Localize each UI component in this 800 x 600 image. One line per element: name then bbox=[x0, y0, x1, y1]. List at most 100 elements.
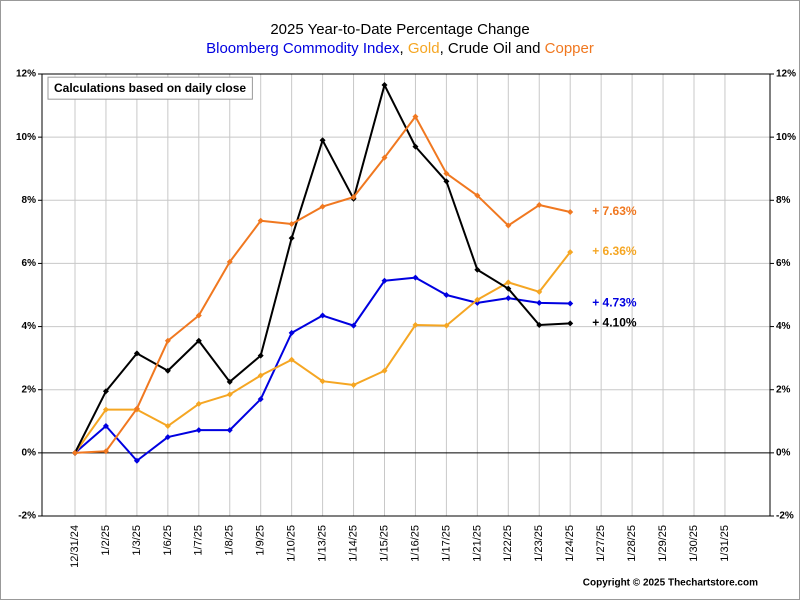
x-tick-label: 1/23/25 bbox=[533, 525, 545, 562]
x-tick-label: 1/14/25 bbox=[347, 525, 359, 562]
series-marker bbox=[567, 320, 574, 327]
x-tick-label: 1/6/25 bbox=[162, 525, 174, 556]
data-label: + 7.63% bbox=[592, 204, 637, 218]
data-label: + 4.10% bbox=[592, 316, 637, 330]
series-marker bbox=[536, 321, 543, 328]
series-marker bbox=[164, 337, 171, 344]
y-tick-label: 2% bbox=[22, 384, 37, 395]
legend-entry: Copper bbox=[545, 40, 594, 57]
series-marker bbox=[443, 178, 450, 185]
x-tick-label: 1/21/25 bbox=[471, 525, 483, 562]
series-marker bbox=[102, 448, 109, 455]
x-tick-label: 1/31/25 bbox=[719, 525, 731, 562]
series-marker bbox=[505, 222, 512, 229]
x-tick-label: 1/8/25 bbox=[224, 525, 236, 556]
series-marker bbox=[257, 352, 264, 359]
chart-title: 2025 Year-to-Date Percentage Change bbox=[270, 21, 529, 38]
series-marker bbox=[164, 423, 171, 430]
series-marker bbox=[381, 367, 388, 374]
series-marker bbox=[350, 381, 357, 388]
y2-tick-label: 0% bbox=[776, 447, 791, 458]
y-tick-label: 8% bbox=[22, 195, 37, 206]
series-marker bbox=[505, 285, 512, 292]
x-tick-label: 1/10/25 bbox=[286, 525, 298, 562]
series-marker bbox=[164, 434, 171, 441]
y2-tick-label: 4% bbox=[776, 321, 791, 332]
data-label: + 4.73% bbox=[592, 296, 637, 310]
series-marker bbox=[350, 322, 357, 329]
series-marker bbox=[381, 277, 388, 284]
annotation-box bbox=[47, 76, 253, 100]
plot-border bbox=[41, 73, 771, 517]
x-tick-label: 1/9/25 bbox=[255, 525, 267, 556]
subtitle-separator: , bbox=[400, 40, 408, 57]
series-marker bbox=[567, 249, 574, 256]
x-tick-label: 1/16/25 bbox=[409, 525, 421, 562]
series-marker bbox=[195, 400, 202, 407]
series-marker bbox=[474, 266, 481, 273]
series-marker bbox=[567, 208, 574, 215]
series-marker bbox=[288, 235, 295, 242]
subtitle-separator: , bbox=[440, 40, 448, 57]
data-label: + 6.36% bbox=[592, 244, 637, 258]
y-tick-label: 0% bbox=[22, 447, 37, 458]
series-marker bbox=[133, 405, 140, 412]
series-marker bbox=[443, 322, 450, 329]
series-marker bbox=[226, 427, 233, 434]
series-marker bbox=[102, 406, 109, 413]
legend-entry: Gold bbox=[408, 40, 440, 57]
x-tick-label: 1/24/25 bbox=[564, 525, 576, 562]
series-marker bbox=[474, 192, 481, 199]
series-marker bbox=[195, 312, 202, 319]
series-marker bbox=[412, 143, 419, 150]
series-marker bbox=[319, 203, 326, 210]
series-marker bbox=[257, 217, 264, 224]
series-marker bbox=[536, 299, 543, 306]
x-tick-label: 1/13/25 bbox=[317, 525, 329, 562]
y2-tick-label: 2% bbox=[776, 384, 791, 395]
series-marker bbox=[319, 378, 326, 385]
x-tick-label: 1/22/25 bbox=[502, 525, 514, 562]
series-marker bbox=[102, 423, 109, 430]
series-marker bbox=[226, 378, 233, 385]
legend-entry: Bloomberg Commodity Index bbox=[206, 40, 400, 57]
y2-tick-label: 8% bbox=[776, 195, 791, 206]
y2-tick-label: 10% bbox=[776, 132, 796, 143]
series-marker bbox=[195, 337, 202, 344]
series-marker bbox=[288, 329, 295, 336]
subtitle-separator: and bbox=[511, 40, 544, 57]
series-marker bbox=[133, 457, 140, 464]
series-marker bbox=[567, 300, 574, 307]
series-marker bbox=[319, 312, 326, 319]
y-tick-label: -2% bbox=[18, 511, 36, 522]
series-marker bbox=[505, 279, 512, 286]
series-marker bbox=[412, 113, 419, 120]
chart-subtitle: Bloomberg Commodity Index, Gold, Crude O… bbox=[206, 40, 594, 57]
series-marker bbox=[319, 137, 326, 144]
y2-tick-label: -2% bbox=[776, 511, 794, 522]
y-tick-label: 12% bbox=[16, 69, 36, 80]
series-marker bbox=[412, 274, 419, 281]
series-marker bbox=[226, 391, 233, 398]
x-tick-label: 1/2/25 bbox=[100, 525, 112, 556]
x-tick-label: 1/29/25 bbox=[657, 525, 669, 562]
series-marker bbox=[288, 356, 295, 363]
legend-entry: Crude Oil bbox=[448, 40, 511, 57]
x-tick-label: 1/28/25 bbox=[626, 525, 638, 562]
plot-area bbox=[42, 74, 770, 516]
x-tick-label: 1/7/25 bbox=[193, 525, 205, 556]
x-tick-label: 1/15/25 bbox=[378, 525, 390, 562]
series-marker bbox=[350, 194, 357, 201]
series-marker bbox=[505, 295, 512, 302]
series-marker bbox=[226, 258, 233, 265]
series-marker bbox=[536, 202, 543, 209]
series-marker bbox=[536, 288, 543, 295]
series-marker bbox=[164, 367, 171, 374]
y-tick-label: 6% bbox=[22, 258, 37, 269]
series-marker bbox=[72, 449, 78, 456]
annotation: Calculations based on daily close bbox=[54, 81, 246, 95]
series-marker bbox=[443, 170, 450, 177]
x-tick-label: 1/17/25 bbox=[440, 525, 452, 562]
